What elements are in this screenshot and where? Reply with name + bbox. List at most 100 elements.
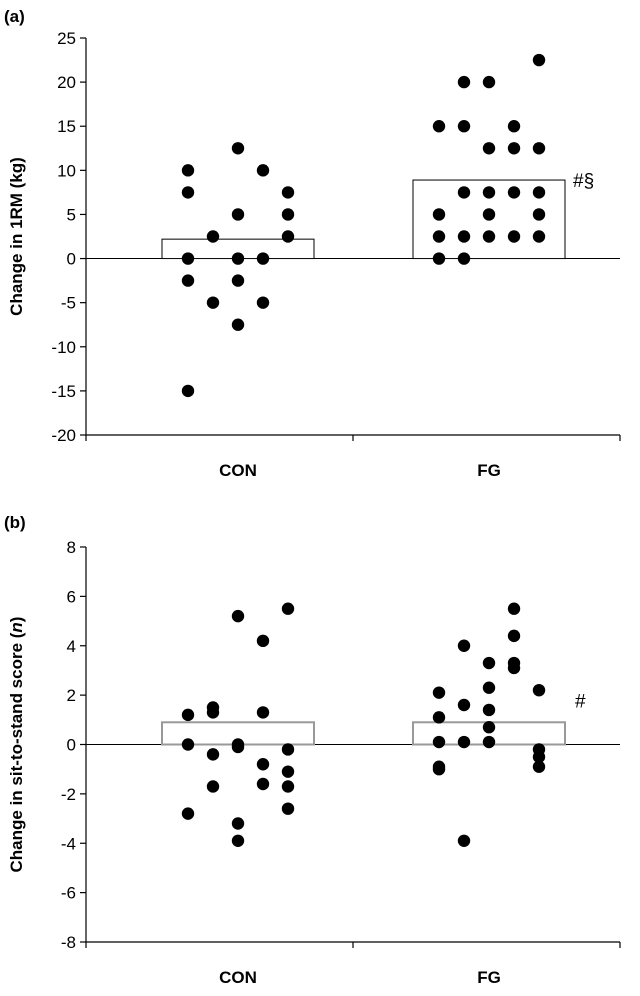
data-point-fg [507,602,521,615]
y-tick-label: 0 [67,736,76,755]
data-point-fg [457,186,471,199]
y-tick-label: -8 [61,933,76,952]
data-point-fg [507,629,521,643]
category-label-fg: FG [477,461,501,480]
data-point-fg [532,760,546,773]
data-point-fg [532,142,546,155]
data-point-fg [432,735,446,749]
data-point-fg [457,252,471,265]
data-point-con [256,758,270,771]
data-point-fg [432,762,446,776]
data-point-con [206,748,220,761]
y-tick-label: 20 [57,73,76,92]
y-tick-label: -20 [51,426,76,445]
panel-label: (b) [4,513,26,532]
y-tick-label: -6 [61,884,76,903]
data-point-fg [482,703,496,717]
data-point-con [231,274,245,287]
y-tick-label: 15 [57,117,76,136]
data-point-fg [432,686,446,699]
data-point-fg [482,186,496,199]
data-point-fg [532,683,546,697]
data-point-con [231,740,245,754]
data-point-fg [482,681,496,694]
y-tick-label: 6 [67,587,76,606]
data-point-con [231,252,245,265]
y-tick-label: -2 [61,785,76,804]
data-point-fg [457,639,471,652]
y-tick-label: -15 [51,382,76,401]
data-point-fg [532,53,546,67]
y-tick-label: -4 [61,834,76,853]
y-tick-label: 25 [57,29,76,48]
data-point-fg [482,735,496,749]
data-point-con [256,164,270,177]
data-point-fg [532,208,546,221]
data-point-con [206,230,220,243]
data-point-con [181,738,195,751]
data-point-fg [457,75,471,89]
y-tick-label: 10 [57,161,76,180]
data-point-con [181,252,195,265]
data-point-con [281,208,295,221]
data-point-con [206,780,220,793]
y-tick-label: 8 [67,538,76,557]
data-point-fg [507,186,521,199]
data-point-con [181,708,195,722]
data-point-con [281,780,295,793]
panel-label: (a) [4,7,25,26]
data-point-con [281,802,295,815]
data-point-fg [482,208,496,221]
data-point-fg [432,230,446,243]
data-point-fg [457,698,471,712]
data-point-con [231,834,245,847]
data-point-fg [482,230,496,243]
data-point-con [281,765,295,778]
y-tick-label: 4 [67,637,76,656]
category-label-con: CON [219,968,257,987]
y-tick-label: 5 [67,205,76,224]
y-axis-label: Change in sit-to-stand score (n) [7,617,26,873]
data-point-fg [532,230,546,243]
annotation-fg: # [575,691,586,712]
data-point-con [206,706,220,719]
data-point-con [231,142,245,155]
data-point-fg [457,230,471,243]
data-point-con [256,252,270,265]
data-point-con [181,164,195,177]
data-point-fg [482,75,496,89]
data-point-con [181,384,195,398]
data-point-fg [482,656,496,670]
data-point-con [231,208,245,221]
data-point-fg [432,208,446,221]
data-point-con [231,318,245,331]
data-point-fg [507,661,521,675]
panel-a: (a) -20 -15 -10 -5 0 5 10 15 20 25 #§ CON FG Change in… [4,7,621,480]
panel-b: (b) -8 -6 -4 -2 0 2 4 6 8 # CON FG Change in sit-to-s… [0,498,640,996]
data-point-con [256,706,270,719]
data-point-fg [532,186,546,199]
data-point-fg [457,120,471,133]
data-point-con [181,274,195,287]
data-point-con [231,609,245,623]
data-point-con [256,634,270,648]
data-point-fg [432,711,446,724]
data-point-con [281,743,295,756]
data-point-con [281,186,295,199]
annotation-fg: #§ [573,171,594,192]
y-tick-label: -5 [61,294,76,313]
data-point-fg [532,750,546,764]
data-point-fg [457,735,471,749]
data-point-fg [432,252,446,265]
data-point-fg [507,120,521,133]
data-point-con [281,602,295,615]
data-point-fg [507,230,521,243]
data-point-con [206,296,220,309]
y-axis-label: Change in 1RM (kg) [7,157,26,316]
data-point-fg [482,142,496,155]
data-point-fg [432,120,446,133]
chart-1rm: (a) -20 -15 -10 -5 0 5 10 15 20 25 #§ CON FG Change in… [4,7,621,480]
data-point-fg [482,721,496,734]
data-point-fg [507,142,521,155]
data-point-con [256,777,270,791]
